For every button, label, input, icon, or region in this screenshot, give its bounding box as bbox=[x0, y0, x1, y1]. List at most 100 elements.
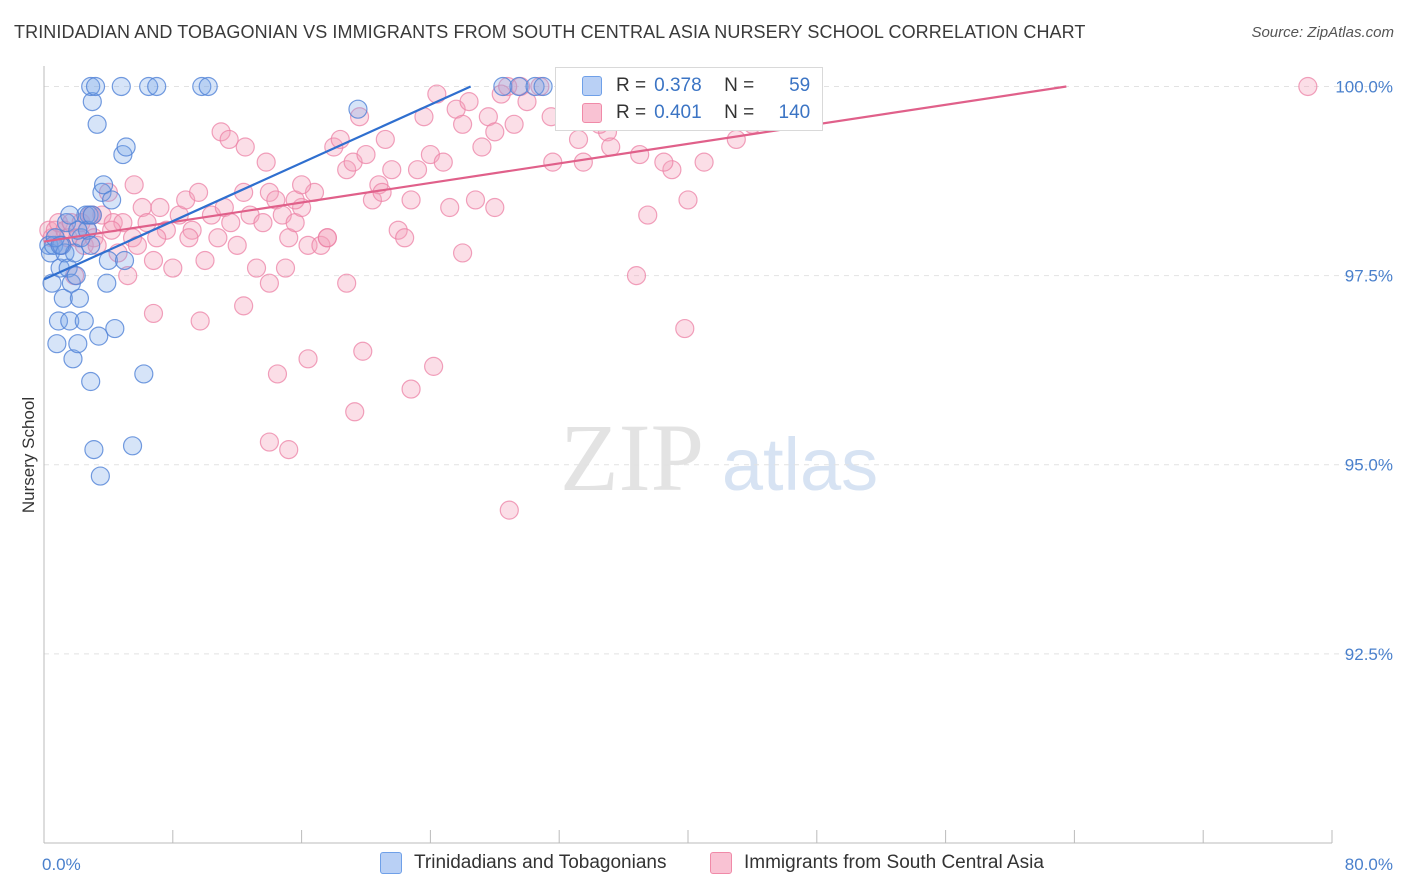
data-point-immigrants bbox=[279, 440, 299, 460]
series-immigrants-south-central-asia bbox=[39, 76, 1318, 520]
data-point-trinidadian bbox=[198, 76, 218, 97]
data-point-immigrants bbox=[311, 235, 331, 255]
data-point-immigrants bbox=[485, 197, 505, 218]
blue-swatch bbox=[380, 852, 402, 874]
data-point-immigrants bbox=[150, 197, 170, 218]
data-point-immigrants bbox=[407, 160, 428, 180]
data-point-trinidadian bbox=[81, 76, 101, 97]
data-point-immigrants bbox=[440, 197, 460, 218]
grid-lines bbox=[44, 85, 1392, 655]
data-point-immigrants bbox=[472, 137, 492, 157]
data-point-immigrants bbox=[253, 213, 273, 233]
zipatlas-watermark: ZIP atlas bbox=[560, 404, 878, 511]
stats-row-trinidadian: R = 0.378 N = 59 bbox=[582, 73, 810, 99]
data-point-trinidadian bbox=[48, 311, 69, 331]
data-point-immigrants bbox=[124, 175, 144, 195]
stats-row-immigrants: R = 0.401 N = 140 bbox=[582, 100, 810, 126]
data-point-trinidadian bbox=[348, 99, 368, 119]
legend-item-trinidadians[interactable]: Trinidadians and Tobagonians bbox=[380, 852, 666, 874]
data-point-immigrants bbox=[188, 182, 209, 202]
data-point-immigrants bbox=[678, 190, 698, 210]
n-value: 59 bbox=[789, 75, 811, 96]
data-point-trinidadian bbox=[533, 76, 553, 97]
x-tick-labels: 0.0% 80.0% bbox=[42, 855, 1393, 874]
axes bbox=[43, 66, 1333, 844]
data-point-trinidadian bbox=[102, 190, 122, 210]
y-tick-label: 92.5% bbox=[1345, 645, 1393, 664]
data-point-immigrants bbox=[543, 152, 563, 172]
data-point-immigrants bbox=[353, 341, 373, 361]
data-point-trinidadian bbox=[60, 205, 80, 225]
data-point-trinidadian bbox=[89, 326, 109, 346]
data-point-trinidadian bbox=[525, 76, 545, 97]
data-point-immigrants bbox=[601, 137, 621, 157]
y-tick-labels: 92.5% 95.0% 97.5% 100.0% bbox=[1335, 77, 1393, 663]
data-point-immigrants bbox=[227, 235, 247, 255]
data-point-immigrants bbox=[485, 122, 505, 142]
data-point-trinidadian bbox=[66, 266, 86, 286]
data-point-immigrants bbox=[337, 160, 357, 180]
pink-swatch bbox=[710, 852, 732, 874]
data-point-immigrants bbox=[372, 182, 392, 202]
data-point-immigrants bbox=[568, 129, 589, 150]
data-point-immigrants bbox=[459, 92, 479, 112]
data-point-immigrants bbox=[499, 500, 519, 520]
data-point-trinidadian bbox=[74, 311, 94, 331]
r-value: 0.401 bbox=[654, 102, 702, 123]
data-point-immigrants bbox=[662, 160, 682, 180]
data-point-immigrants bbox=[190, 311, 210, 331]
data-point-immigrants bbox=[235, 137, 255, 157]
data-point-immigrants bbox=[424, 356, 444, 376]
data-point-immigrants bbox=[267, 364, 288, 384]
data-point-immigrants bbox=[626, 266, 647, 286]
legend-item-immigrants[interactable]: Immigrants from South Central Asia bbox=[710, 852, 1044, 874]
r-label: R = bbox=[616, 75, 647, 96]
data-point-immigrants bbox=[259, 182, 279, 202]
data-point-trinidadian bbox=[93, 175, 114, 195]
data-point-trinidadian bbox=[116, 137, 136, 157]
y-tick-label: 100.0% bbox=[1335, 77, 1393, 96]
n-label: N = bbox=[724, 75, 755, 96]
data-point-trinidadian bbox=[84, 440, 104, 460]
data-point-immigrants bbox=[337, 273, 357, 293]
trend-line-immigrants bbox=[43, 85, 1067, 243]
data-point-immigrants bbox=[349, 107, 370, 127]
data-point-immigrants bbox=[163, 258, 183, 278]
data-point-immigrants bbox=[491, 84, 511, 104]
data-point-trinidadian bbox=[111, 76, 131, 97]
data-point-immigrants bbox=[573, 152, 593, 172]
data-point-trinidadian bbox=[90, 466, 110, 486]
data-point-immigrants bbox=[654, 152, 674, 172]
stats-legend: R = 0.378 N = 59 R = 0.401 N = 140 bbox=[555, 67, 823, 131]
data-point-immigrants bbox=[638, 205, 658, 225]
data-point-immigrants bbox=[517, 92, 537, 112]
data-point-immigrants bbox=[221, 213, 241, 233]
n-value: 140 bbox=[778, 102, 811, 123]
data-point-immigrants bbox=[179, 228, 199, 248]
data-point-trinidadian bbox=[53, 288, 73, 308]
data-point-immigrants bbox=[395, 228, 415, 248]
data-point-immigrants bbox=[234, 296, 254, 316]
legend-label: Trinidadians and Tobagonians bbox=[414, 852, 667, 873]
data-point-immigrants bbox=[465, 190, 486, 210]
data-point-immigrants bbox=[675, 318, 695, 339]
data-point-immigrants bbox=[195, 250, 215, 271]
data-point-immigrants bbox=[208, 228, 228, 248]
y-tick-label: 95.0% bbox=[1345, 456, 1393, 475]
data-point-immigrants bbox=[453, 243, 473, 263]
data-point-immigrants bbox=[401, 190, 421, 210]
data-point-trinidadian bbox=[85, 76, 106, 97]
blue-swatch bbox=[582, 76, 602, 96]
data-point-trinidadian bbox=[68, 334, 88, 354]
data-point-immigrants bbox=[143, 250, 164, 271]
data-point-trinidadian bbox=[69, 288, 90, 308]
x-tick-label: 80.0% bbox=[1345, 855, 1393, 874]
trend-lines bbox=[43, 85, 1067, 281]
r-label: R = bbox=[616, 102, 647, 123]
data-point-immigrants bbox=[453, 114, 473, 134]
trend-line-trinidadian bbox=[43, 85, 472, 281]
data-point-trinidadian bbox=[87, 114, 107, 134]
data-point-trinidadian bbox=[509, 76, 529, 97]
chart-title: TRINIDADIAN AND TOBAGONIAN VS IMMIGRANTS… bbox=[14, 22, 1086, 42]
